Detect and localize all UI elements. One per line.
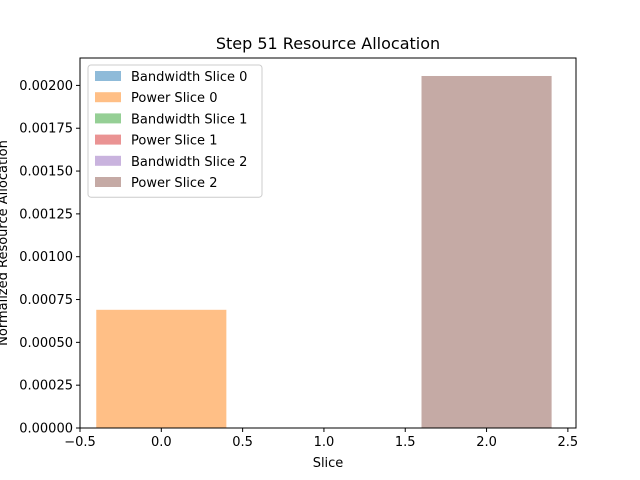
legend-entry-label: Power Slice 1: [131, 134, 217, 149]
x-tick-label: 2.0: [476, 435, 497, 450]
x-tick-label: 2.5: [558, 435, 579, 450]
y-tick-label: 0.00125: [19, 207, 73, 222]
chart-title: Step 51 Resource Allocation: [216, 34, 440, 53]
x-tick-label: 1.0: [314, 435, 335, 450]
y-axis-label: Normalized Resource Allocation: [0, 140, 11, 346]
y-tick-label: 0.00200: [19, 79, 73, 94]
y-tick-label: 0.00000: [19, 422, 73, 437]
x-tick-label: 0.5: [232, 435, 253, 450]
y-tick-label: 0.00150: [19, 165, 73, 180]
legend-swatch: [95, 71, 121, 81]
x-tick-label: −0.5: [64, 435, 96, 450]
legend-entry-label: Bandwidth Slice 0: [131, 70, 247, 85]
legend-entry-label: Power Slice 2: [131, 176, 217, 191]
plot-frame: [79, 57, 577, 429]
legend-entry-label: Bandwidth Slice 1: [131, 112, 247, 127]
bars-group: [96, 75, 552, 428]
legend-entry-label: Bandwidth Slice 2: [131, 155, 247, 170]
x-tick-label: 0.0: [151, 435, 172, 450]
y-tick-label: 0.00175: [19, 122, 73, 137]
bar-5: [421, 75, 552, 428]
y-tick-label: 0.00100: [19, 250, 73, 265]
legend: Bandwidth Slice 0 Power Slice 0 Bandwidth …: [87, 64, 263, 198]
y-tick-label: 0.00050: [19, 336, 73, 351]
x-axis-label: Slice: [313, 456, 344, 471]
legend-swatch: [95, 92, 121, 103]
legend-entry-label: Power Slice 0: [131, 91, 217, 106]
legend-swatch: [95, 155, 121, 166]
bar-1: [96, 309, 227, 428]
y-tick-label: 0.00075: [19, 293, 73, 308]
y-axis-ticks: 0.00000 0.00025 0.00050 0.00075 0.00100 0.001…: [19, 79, 80, 437]
legend-swatch: [95, 113, 121, 124]
y-tick-label: 0.00025: [19, 379, 73, 394]
x-tick-label: 1.5: [395, 435, 416, 450]
legend-swatch: [95, 177, 121, 187]
legend-swatch: [95, 134, 121, 145]
legend-box: [87, 64, 263, 198]
x-axis-ticks: −0.5 0.0 0.5 1.0 1.5 2.0 2.5: [64, 428, 578, 450]
